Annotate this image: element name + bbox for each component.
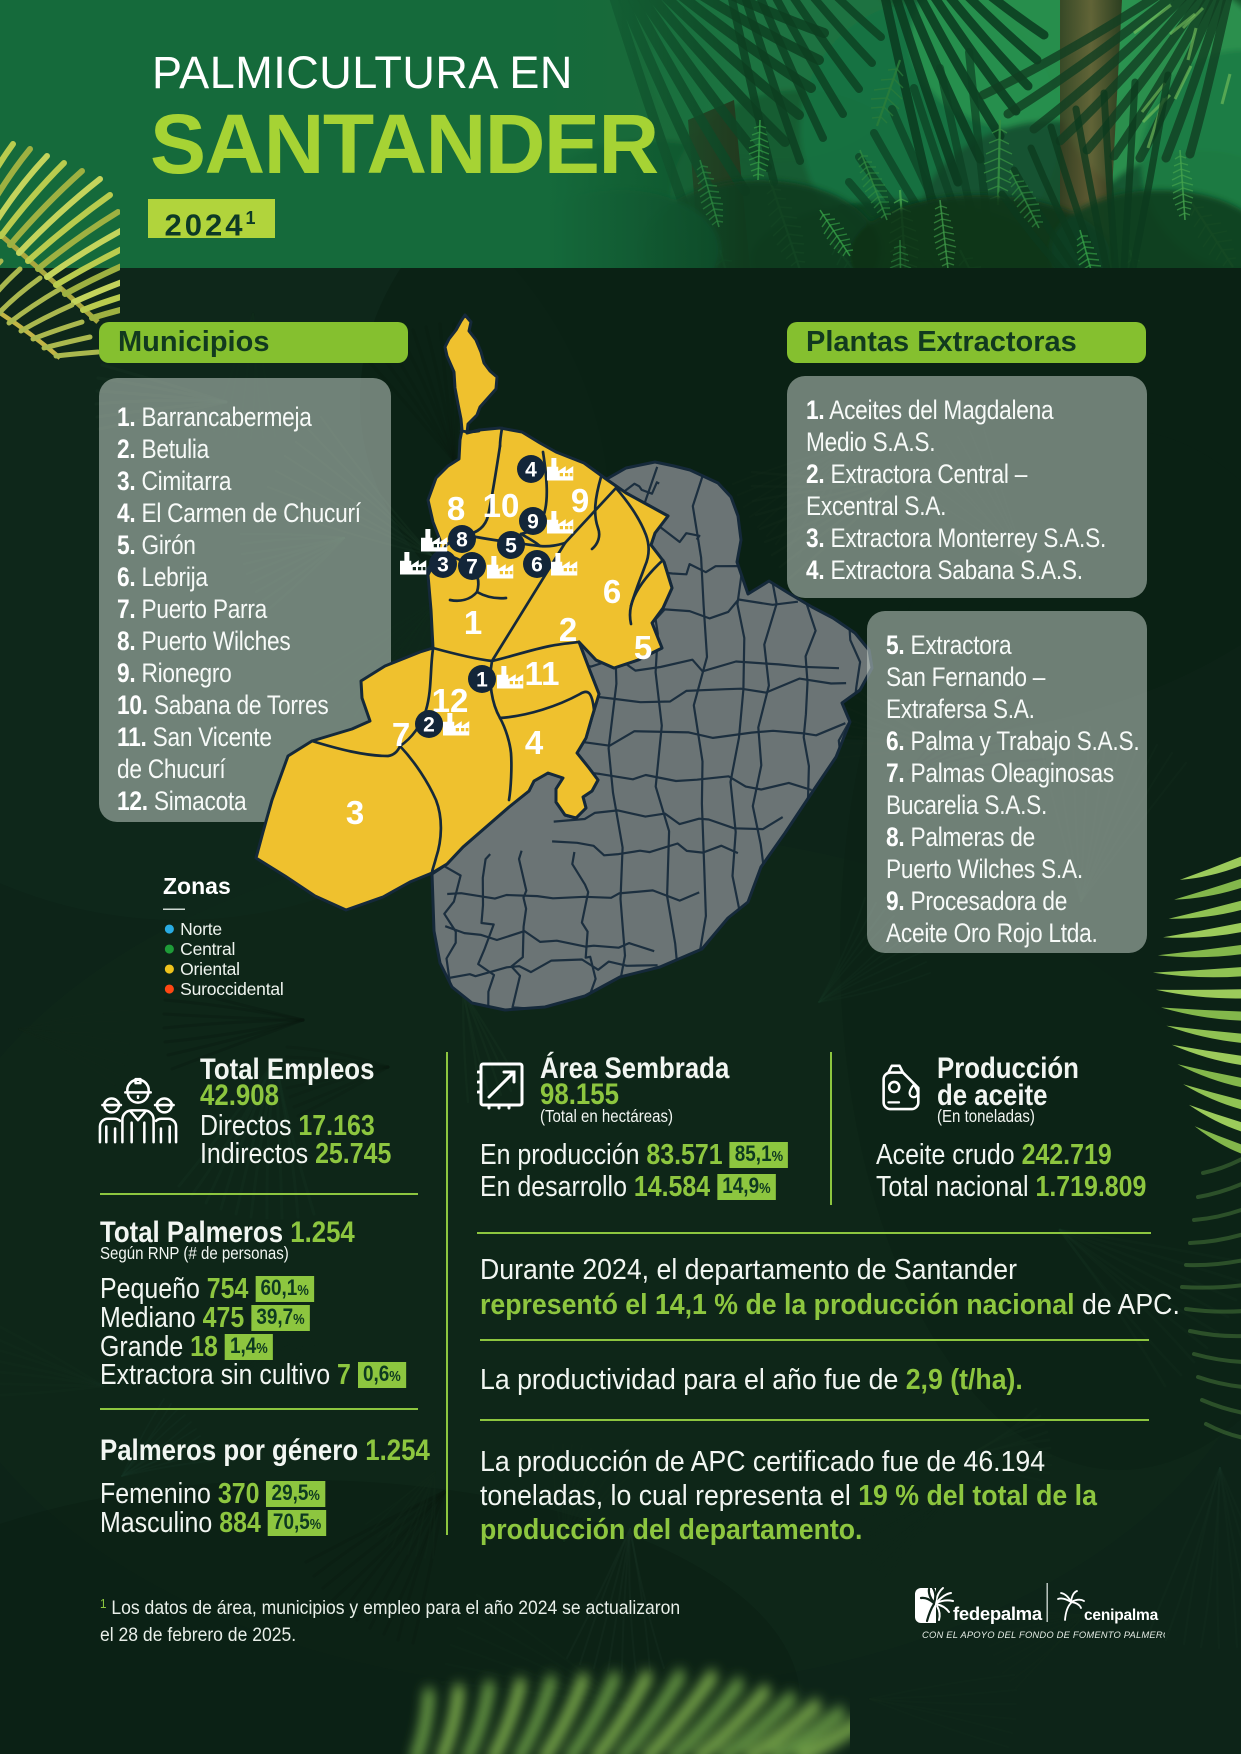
svg-text:5: 5: [634, 629, 652, 666]
svg-text:6: 6: [531, 554, 543, 577]
svg-text:11: 11: [525, 655, 560, 692]
svg-text:1: 1: [476, 669, 488, 692]
svg-text:4: 4: [525, 459, 537, 482]
svg-text:2: 2: [559, 611, 577, 648]
svg-text:10: 10: [483, 487, 520, 524]
svg-text:7: 7: [392, 716, 410, 753]
svg-text:2: 2: [423, 714, 435, 737]
svg-text:6: 6: [603, 573, 621, 610]
svg-text:fedepalma: fedepalma: [953, 1603, 1043, 1624]
svg-text:cenipalma: cenipalma: [1084, 1607, 1159, 1624]
svg-text:CON EL APOYO DEL FONDO DE FOME: CON EL APOYO DEL FONDO DE FOMENTO PALMER…: [922, 1629, 1165, 1640]
svg-text:3: 3: [437, 554, 449, 577]
svg-text:1: 1: [464, 604, 482, 641]
svg-text:9: 9: [571, 482, 589, 519]
svg-text:9: 9: [527, 511, 539, 534]
svg-text:5: 5: [505, 535, 517, 558]
svg-text:4: 4: [525, 724, 544, 761]
svg-text:7: 7: [466, 556, 478, 579]
svg-text:8: 8: [447, 490, 465, 527]
svg-text:8: 8: [456, 529, 468, 552]
svg-text:12: 12: [432, 682, 469, 719]
svg-text:3: 3: [346, 794, 364, 831]
